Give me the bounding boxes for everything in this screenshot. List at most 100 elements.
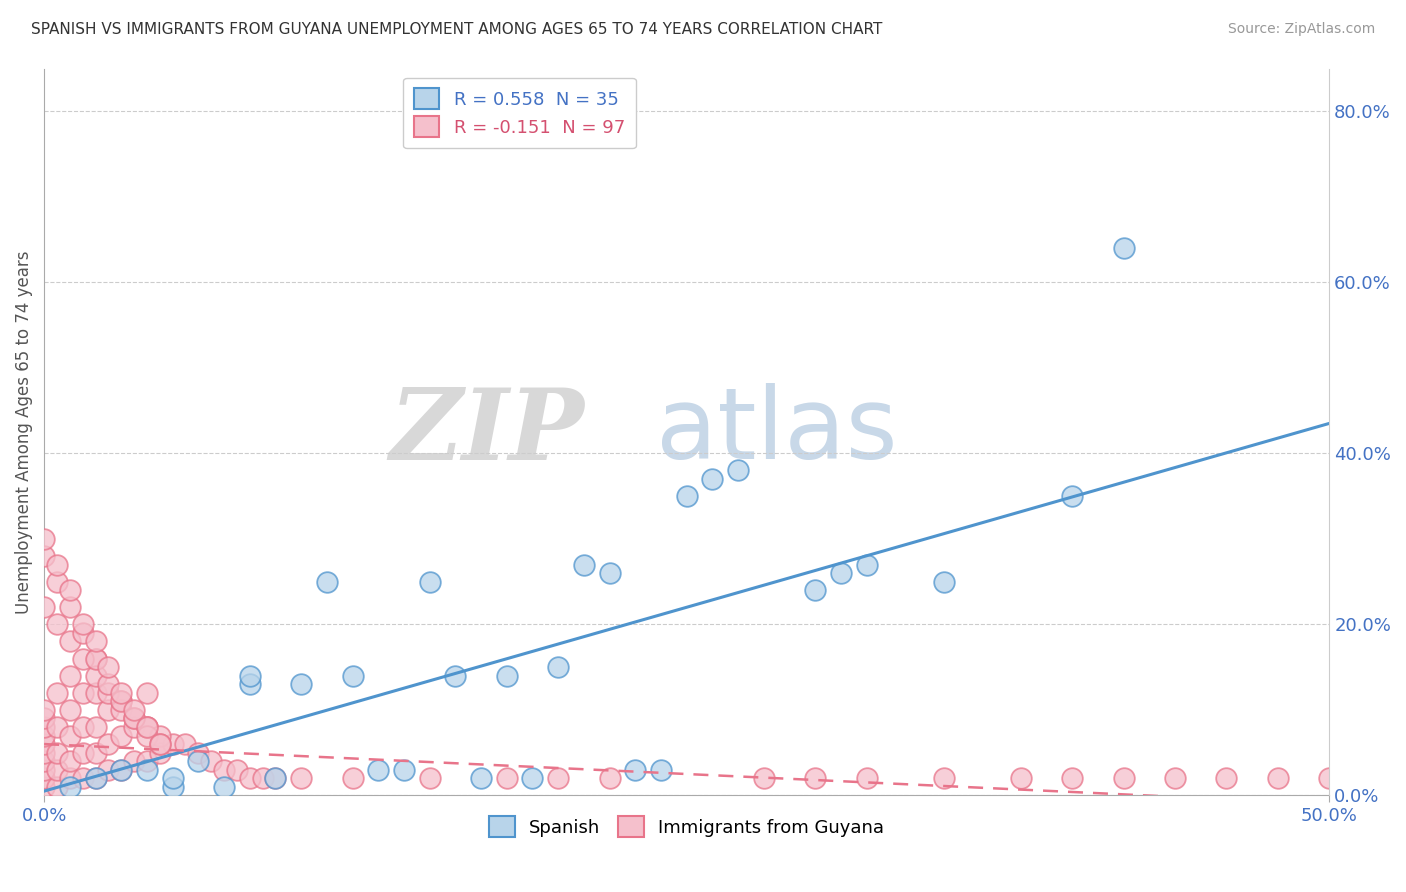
Point bbox=[32, 720, 55, 734]
Point bbox=[32, 729, 55, 743]
Point bbox=[72, 772, 94, 786]
Point bbox=[59, 780, 82, 794]
Point bbox=[1317, 772, 1340, 786]
Point bbox=[84, 651, 107, 665]
Point bbox=[187, 746, 209, 760]
Point bbox=[830, 566, 852, 580]
Point bbox=[599, 772, 621, 786]
Point bbox=[547, 772, 569, 786]
Point bbox=[495, 772, 517, 786]
Point bbox=[932, 574, 955, 589]
Point bbox=[162, 772, 184, 786]
Point bbox=[122, 711, 145, 725]
Point bbox=[97, 703, 120, 717]
Point bbox=[932, 772, 955, 786]
Point bbox=[599, 566, 621, 580]
Point bbox=[135, 729, 157, 743]
Point bbox=[59, 703, 82, 717]
Point bbox=[32, 772, 55, 786]
Point bbox=[252, 772, 274, 786]
Point bbox=[135, 720, 157, 734]
Point bbox=[97, 737, 120, 751]
Point bbox=[32, 746, 55, 760]
Point bbox=[59, 729, 82, 743]
Point bbox=[84, 668, 107, 682]
Point bbox=[135, 720, 157, 734]
Point bbox=[239, 772, 262, 786]
Point bbox=[212, 763, 235, 777]
Point bbox=[32, 711, 55, 725]
Point bbox=[122, 754, 145, 768]
Point bbox=[572, 558, 595, 572]
Point bbox=[32, 754, 55, 768]
Point bbox=[110, 703, 132, 717]
Point bbox=[59, 634, 82, 648]
Point bbox=[110, 686, 132, 700]
Point bbox=[46, 574, 69, 589]
Point bbox=[110, 694, 132, 708]
Point bbox=[84, 772, 107, 786]
Point bbox=[162, 780, 184, 794]
Point bbox=[110, 763, 132, 777]
Point bbox=[315, 574, 337, 589]
Point bbox=[200, 754, 222, 768]
Point bbox=[72, 617, 94, 632]
Point bbox=[135, 686, 157, 700]
Point bbox=[342, 668, 364, 682]
Point bbox=[264, 772, 287, 786]
Point bbox=[135, 754, 157, 768]
Point bbox=[46, 780, 69, 794]
Point bbox=[72, 651, 94, 665]
Point bbox=[46, 763, 69, 777]
Text: Source: ZipAtlas.com: Source: ZipAtlas.com bbox=[1227, 22, 1375, 37]
Point bbox=[342, 772, 364, 786]
Point bbox=[419, 772, 441, 786]
Point bbox=[32, 763, 55, 777]
Point bbox=[855, 558, 877, 572]
Point bbox=[97, 686, 120, 700]
Point bbox=[122, 711, 145, 725]
Point bbox=[174, 737, 197, 751]
Point bbox=[135, 763, 157, 777]
Point bbox=[495, 668, 517, 682]
Point bbox=[239, 677, 262, 691]
Point bbox=[290, 772, 312, 786]
Point bbox=[59, 600, 82, 615]
Point bbox=[32, 780, 55, 794]
Point bbox=[1062, 772, 1084, 786]
Point bbox=[84, 772, 107, 786]
Point bbox=[59, 668, 82, 682]
Point bbox=[84, 746, 107, 760]
Point bbox=[675, 489, 697, 503]
Point bbox=[149, 746, 172, 760]
Point bbox=[855, 772, 877, 786]
Point bbox=[32, 737, 55, 751]
Text: ZIP: ZIP bbox=[389, 384, 583, 480]
Point bbox=[72, 626, 94, 640]
Point bbox=[1164, 772, 1187, 786]
Point bbox=[187, 754, 209, 768]
Point bbox=[97, 660, 120, 674]
Text: SPANISH VS IMMIGRANTS FROM GUYANA UNEMPLOYMENT AMONG AGES 65 TO 74 YEARS CORRELA: SPANISH VS IMMIGRANTS FROM GUYANA UNEMPL… bbox=[31, 22, 883, 37]
Point bbox=[392, 763, 415, 777]
Point bbox=[97, 763, 120, 777]
Point bbox=[702, 472, 724, 486]
Point bbox=[367, 763, 389, 777]
Point bbox=[547, 660, 569, 674]
Y-axis label: Unemployment Among Ages 65 to 74 years: Unemployment Among Ages 65 to 74 years bbox=[15, 251, 32, 614]
Point bbox=[32, 549, 55, 563]
Point bbox=[804, 772, 827, 786]
Point bbox=[110, 729, 132, 743]
Text: atlas: atlas bbox=[655, 384, 897, 481]
Point bbox=[97, 677, 120, 691]
Point bbox=[624, 763, 647, 777]
Point bbox=[72, 746, 94, 760]
Point bbox=[84, 634, 107, 648]
Point bbox=[46, 720, 69, 734]
Point bbox=[149, 737, 172, 751]
Point bbox=[84, 651, 107, 665]
Point bbox=[46, 746, 69, 760]
Point bbox=[650, 763, 672, 777]
Point bbox=[72, 686, 94, 700]
Point bbox=[1215, 772, 1237, 786]
